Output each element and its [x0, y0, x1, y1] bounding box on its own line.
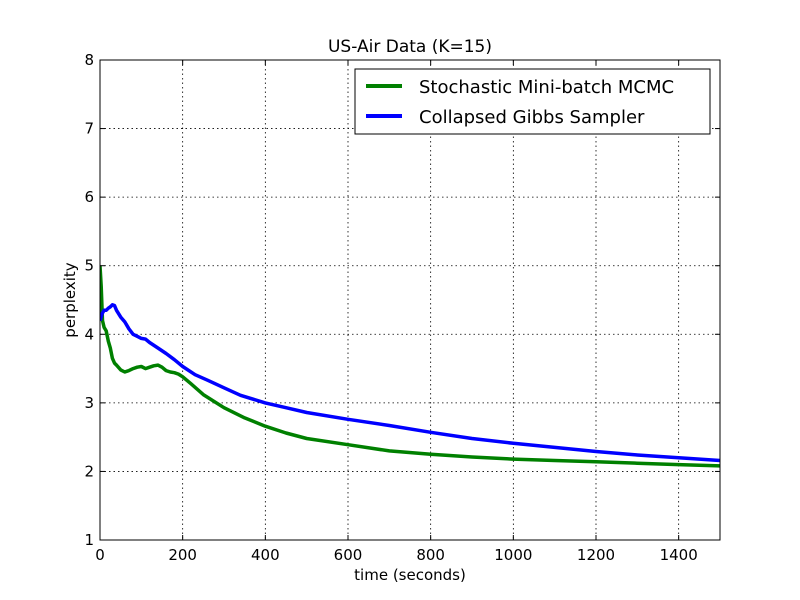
axis-ticks	[99, 59, 720, 541]
x-axis-label: time (seconds)	[354, 566, 466, 584]
series-lines	[100, 265, 720, 468]
legend: Stochastic Mini-batch MCMC Collapsed Gib…	[354, 68, 711, 135]
x-tick-label: 1200	[577, 546, 615, 564]
x-tick-label: 1000	[494, 546, 532, 564]
y-tick-label: 2	[84, 462, 94, 480]
legend-label-gibbs: Collapsed Gibbs Sampler	[419, 107, 645, 128]
x-tick-label: 0	[95, 546, 105, 564]
chart-title: US-Air Data (K=15)	[328, 37, 492, 57]
y-tick-label: 1	[84, 531, 94, 549]
y-tick-label: 7	[84, 120, 94, 138]
series-line-stochastic-mini-batch-mcmc	[100, 265, 720, 468]
y-tick-label: 5	[84, 257, 94, 275]
legend-label-stochastic: Stochastic Mini-batch MCMC	[419, 77, 674, 98]
x-tick-label: 800	[416, 546, 445, 564]
y-tick-label: 6	[84, 188, 94, 206]
tick-labels: 0 200 400 600 800 1000 1200 1400 1 2 3 4 5 6 7 8	[84, 51, 697, 564]
x-tick-label: 400	[251, 546, 280, 564]
series-line-collapsed-gibbs-sampler	[100, 303, 720, 463]
legend-box	[354, 68, 711, 135]
y-tick-label: 3	[84, 394, 94, 412]
x-tick-label: 1400	[660, 546, 698, 564]
y-tick-label: 8	[84, 51, 94, 69]
plot-frame	[99, 59, 721, 541]
x-tick-label: 600	[334, 546, 363, 564]
x-tick-label: 200	[168, 546, 197, 564]
y-axis-label: perplexity	[61, 262, 79, 337]
y-tick-label: 4	[84, 325, 94, 343]
